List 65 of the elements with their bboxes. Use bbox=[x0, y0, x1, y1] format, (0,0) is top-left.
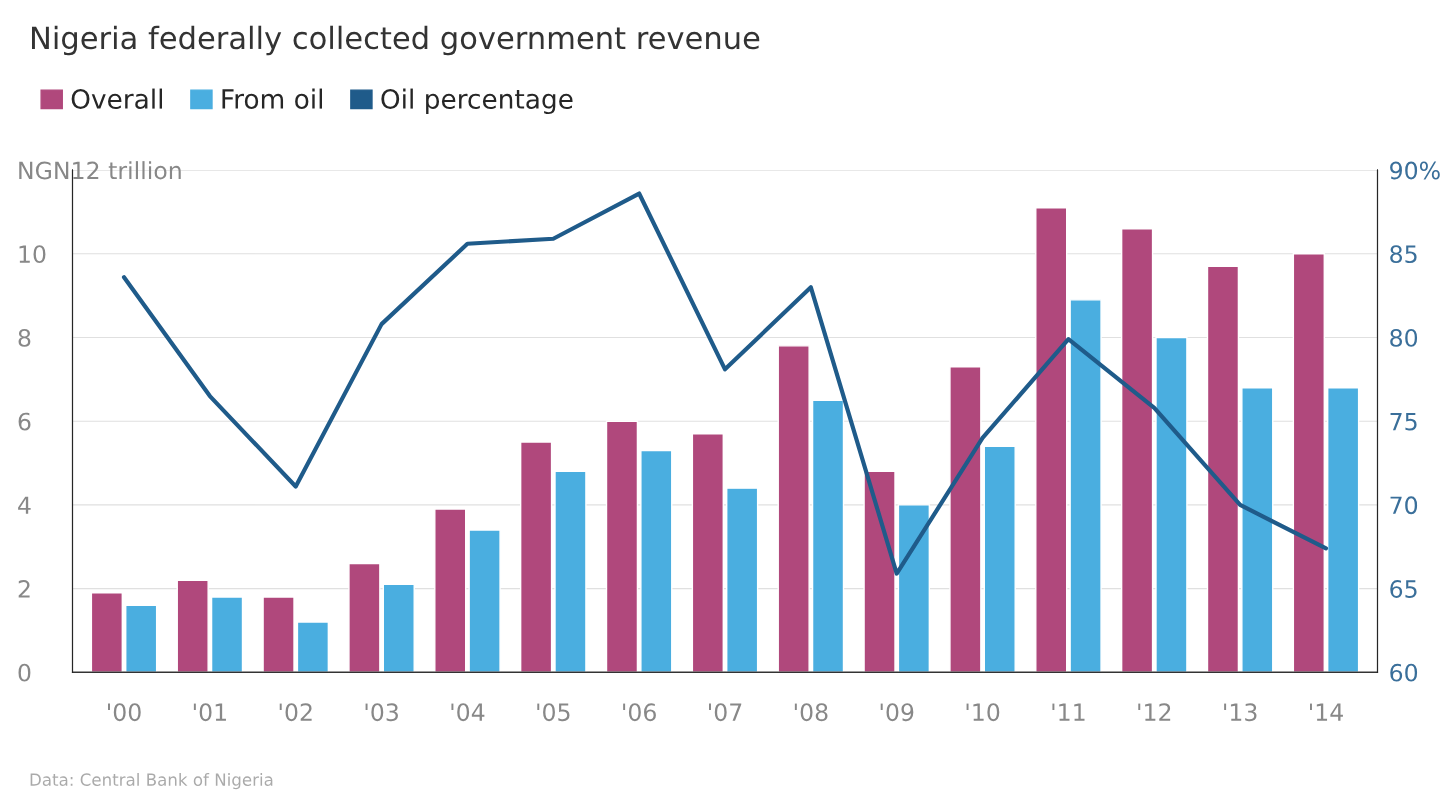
bar bbox=[691, 433, 724, 673]
bar bbox=[262, 596, 295, 673]
bar bbox=[863, 470, 896, 673]
x-tick-label: '09 bbox=[880, 703, 914, 722]
x-tick-label: '11 bbox=[1052, 703, 1085, 721]
bar bbox=[348, 562, 381, 673]
x-tick-label: '13 bbox=[1224, 703, 1257, 722]
x-tick-label: '10 bbox=[966, 703, 1000, 722]
bar bbox=[519, 441, 553, 673]
y2-tick-label: 85 bbox=[1390, 245, 1417, 264]
x-tick-label: '08 bbox=[794, 703, 828, 722]
bar bbox=[1069, 299, 1102, 673]
bar bbox=[382, 583, 415, 673]
legend-label: Oil percentage bbox=[381, 88, 573, 115]
legend-label: From oil bbox=[222, 88, 322, 109]
y-tick-label: 0 bbox=[18, 663, 31, 682]
bar bbox=[1292, 253, 1325, 673]
bar bbox=[176, 579, 209, 673]
x-tick-label: '12 bbox=[1138, 703, 1171, 721]
text: Data: Central Bank of Nigeria bbox=[30, 773, 273, 790]
bar bbox=[1120, 227, 1154, 673]
x-tick-label: '00 bbox=[108, 703, 141, 722]
bar bbox=[554, 470, 587, 673]
bar bbox=[434, 508, 467, 673]
bar bbox=[897, 504, 931, 673]
x-tick-label: '04 bbox=[451, 703, 485, 722]
x-tick-label: '05 bbox=[537, 703, 570, 722]
bar bbox=[296, 621, 330, 673]
y-tick-label: 10 bbox=[19, 245, 46, 264]
x-tick-label: '14 bbox=[1309, 703, 1343, 721]
chart-title: Nigeria federally collected government revenue bbox=[32, 25, 760, 56]
y-tick-label: NGN12 trillion bbox=[19, 161, 181, 180]
bar bbox=[640, 449, 673, 673]
y-tick-label: 2 bbox=[18, 580, 30, 598]
bar bbox=[777, 345, 810, 673]
bar bbox=[983, 445, 1016, 673]
bar bbox=[1241, 387, 1274, 673]
y2-tick-label: 60 bbox=[1390, 663, 1418, 682]
bar bbox=[1035, 207, 1068, 673]
bar bbox=[726, 487, 759, 673]
y2-tick-label: 70 bbox=[1390, 496, 1418, 515]
y2-tick-label: 80 bbox=[1390, 328, 1418, 347]
bar bbox=[605, 420, 639, 673]
bar bbox=[1206, 265, 1240, 673]
bar bbox=[949, 366, 982, 673]
y-tick-label: 4 bbox=[18, 496, 31, 514]
bar bbox=[468, 529, 501, 673]
bar bbox=[1155, 336, 1188, 673]
y-tick-label: 6 bbox=[18, 412, 31, 431]
bar bbox=[1327, 387, 1360, 673]
y2-tick-label: 90% bbox=[1390, 161, 1440, 180]
bar bbox=[125, 604, 158, 673]
y2-tick-label: 65 bbox=[1390, 580, 1417, 598]
x-tick-label: '03 bbox=[365, 703, 398, 722]
legend-label: Overall bbox=[71, 88, 163, 109]
bar bbox=[210, 596, 244, 673]
bar bbox=[90, 592, 123, 673]
x-tick-label: '02 bbox=[279, 703, 312, 722]
x-tick-label: '07 bbox=[709, 703, 742, 722]
bar bbox=[811, 399, 845, 673]
line-series bbox=[121, 191, 1329, 576]
y2-tick-label: 75 bbox=[1390, 412, 1417, 431]
x-tick-label: '01 bbox=[193, 703, 226, 722]
x-tick-label: '06 bbox=[623, 703, 656, 722]
y-tick-label: 8 bbox=[18, 328, 31, 347]
